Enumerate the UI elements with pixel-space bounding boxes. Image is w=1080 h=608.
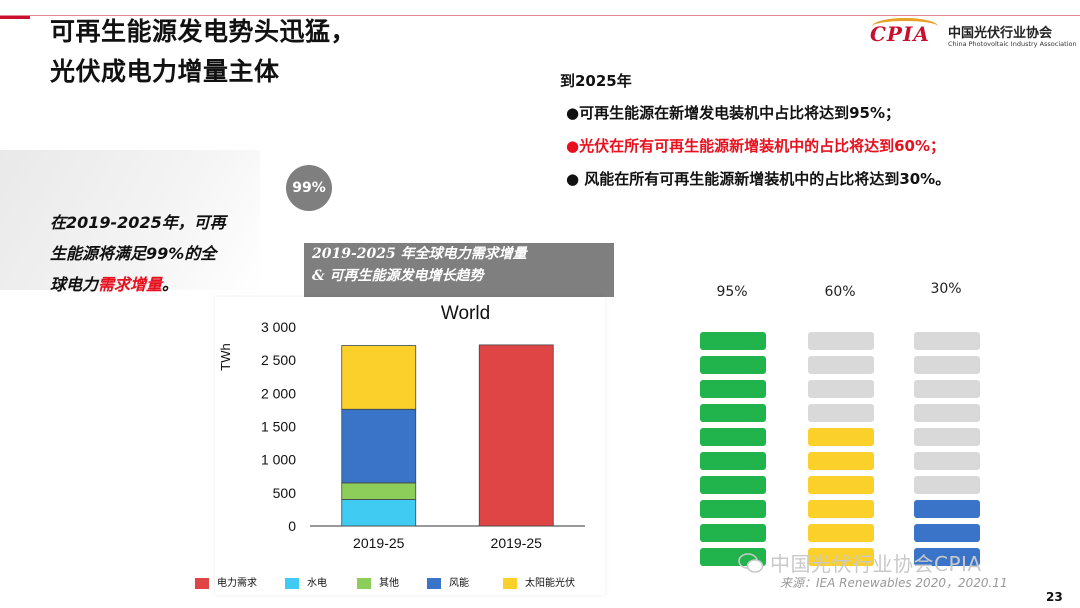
bullet-pv-share: ●光伏在所有可再生能源新增装机中的占比将达到60%； (566, 137, 945, 155)
bar-segment-0-1 (341, 499, 417, 527)
gauge-segment-0-2 (700, 380, 766, 398)
legend-swatch-other (357, 577, 371, 589)
gauge-segment-1-2 (808, 380, 874, 398)
gauge-segment-0-4 (700, 428, 766, 446)
legend-label-hydro: 水电 (307, 578, 327, 589)
gauge-segment-1-1 (808, 356, 874, 374)
gauge-segment-0-1 (700, 356, 766, 374)
bar-segment-0-4 (341, 345, 417, 410)
gauge-segment-1-7 (808, 500, 874, 518)
watermark: 中国光伏行业协会CPIA (770, 552, 982, 576)
logo-name-cn: 中国光伏行业协会 (948, 26, 1053, 41)
gauge-segment-2-1 (914, 356, 980, 374)
bullet-wind-share: ● 风能在所有可再生能源新增装机中的占比将达到30%。 (566, 170, 951, 188)
logo-name-en: China Photovoltaic Industry Association (948, 40, 1077, 48)
legend-swatch-hydro (285, 577, 299, 589)
gauge-segment-2-7 (914, 500, 980, 518)
gauge-segment-1-3 (808, 404, 874, 422)
stacked-bar-chart: World TWh 0 500 1 000 1 500 2 000 2 500 3 000 201… (218, 303, 585, 551)
y-tick-label: 2 000 (261, 385, 296, 401)
top-rule (0, 15, 1080, 16)
gauge-label-wind: 30% (930, 281, 962, 297)
bar-segment-0-3 (341, 408, 417, 484)
chart-panel: World TWh 0 500 1 000 1 500 2 000 2 500 3 000 201… (215, 297, 605, 595)
left-note: 在2019-2025年，可再 生能源将满足99%的全 球电力需求增量。 (50, 207, 250, 300)
gauge-label-pv: 60% (824, 284, 856, 300)
legend-item-hydro: 水电 (285, 574, 327, 589)
gauge-segment-0-6 (700, 476, 766, 494)
left-note-line2: 生能源将满足99%的全 (50, 244, 217, 263)
x-tick-label: 2019-25 (353, 535, 405, 551)
legend-item-wind: 风能 (427, 574, 469, 589)
gauge-segment-1-6 (808, 476, 874, 494)
legend-label-wind: 风能 (449, 578, 469, 589)
logo-arc-icon (872, 18, 938, 35)
page-title-line2: 光伏成电力增量主体 (50, 57, 280, 86)
gauge-segment-2-4 (914, 428, 980, 446)
chart-caption-box: 2019-2025 年全球电力需求增量 & 可再生能源发电增长趋势 (304, 243, 614, 297)
gauge-segment-2-8 (914, 524, 980, 542)
chart-legend: 电力需求 水电 其他 风能 太阳能光伏 (195, 568, 595, 592)
background-shade (0, 150, 260, 290)
legend-label-other: 其他 (379, 578, 399, 589)
gauge-segment-0-7 (700, 500, 766, 518)
gauge-segment-1-4 (808, 428, 874, 446)
bar-segment-1-0 (478, 344, 554, 527)
left-note-suffix: 。 (162, 275, 179, 294)
page-number: 23 (1046, 590, 1063, 604)
left-note-line1: 在2019-2025年，可再 (50, 213, 226, 232)
percent-badge: 99% (286, 165, 332, 211)
left-note-line3: 球电力需求增量。 (50, 269, 250, 300)
gauge-segment-2-6 (914, 476, 980, 494)
bullet-renewable-share: ●可再生能源在新增发电装机中占比将达到95%； (566, 104, 900, 122)
cpia-logo: CPIA 中国光伏行业协会 China Photovoltaic Industr… (870, 18, 1077, 58)
page-title-line1: 可再生能源发电势头迅猛， (50, 17, 357, 46)
accent-bar (0, 16, 30, 19)
y-tick-label: 0 (288, 518, 296, 534)
x-tick-label: 2019-25 (491, 535, 543, 551)
gauge-segment-2-0 (914, 332, 980, 350)
legend-label-demand: 电力需求 (217, 578, 257, 589)
legend-label-solar: 太阳能光伏 (525, 578, 575, 589)
y-tick-label: 500 (273, 485, 297, 501)
left-note-prefix: 球电力 (50, 275, 99, 294)
y-tick-label: 3 000 (261, 319, 296, 335)
y-tick-label: 2 500 (261, 352, 296, 368)
left-note-highlight: 需求增量 (98, 275, 163, 294)
gauge-segment-1-8 (808, 524, 874, 542)
gauge-segment-2-2 (914, 380, 980, 398)
bullets-heading: 到2025年 (560, 72, 632, 90)
chart-caption-line2: & 可再生能源发电增长趋势 (312, 268, 484, 284)
page-title: 可再生能源发电势头迅猛， 光伏成电力增量主体 (50, 12, 356, 92)
gauge-segment-0-8 (700, 524, 766, 542)
y-tick-label: 1 500 (261, 419, 296, 435)
legend-item-other: 其他 (357, 574, 399, 589)
source-note: 来源：IEA Renewables 2020，2020.11 (780, 576, 1008, 590)
gauge-segment-0-5 (700, 452, 766, 470)
legend-swatch-demand (195, 577, 209, 589)
gauge-segment-1-0 (808, 332, 874, 350)
chart-title: World (441, 303, 490, 324)
bar-segment-0-2 (341, 482, 417, 500)
gauge-segment-2-3 (914, 404, 980, 422)
gauge-segment-1-5 (808, 452, 874, 470)
legend-item-solar: 太阳能光伏 (503, 574, 575, 589)
y-tick-label: 1 000 (261, 452, 296, 468)
gauge-label-renewable: 95% (716, 284, 748, 300)
gauge-segment-0-0 (700, 332, 766, 350)
chart-caption-line1: 2019-2025 年全球电力需求增量 (312, 246, 527, 262)
gauge-segment-2-5 (914, 452, 980, 470)
legend-swatch-solar (503, 577, 517, 589)
legend-item-demand: 电力需求 (195, 574, 257, 589)
gauge-segment-0-3 (700, 404, 766, 422)
y-axis-label: TWh (218, 343, 233, 370)
legend-swatch-wind (427, 577, 441, 589)
logo-mark: CPIA (870, 22, 930, 46)
wechat-icon (738, 553, 764, 573)
